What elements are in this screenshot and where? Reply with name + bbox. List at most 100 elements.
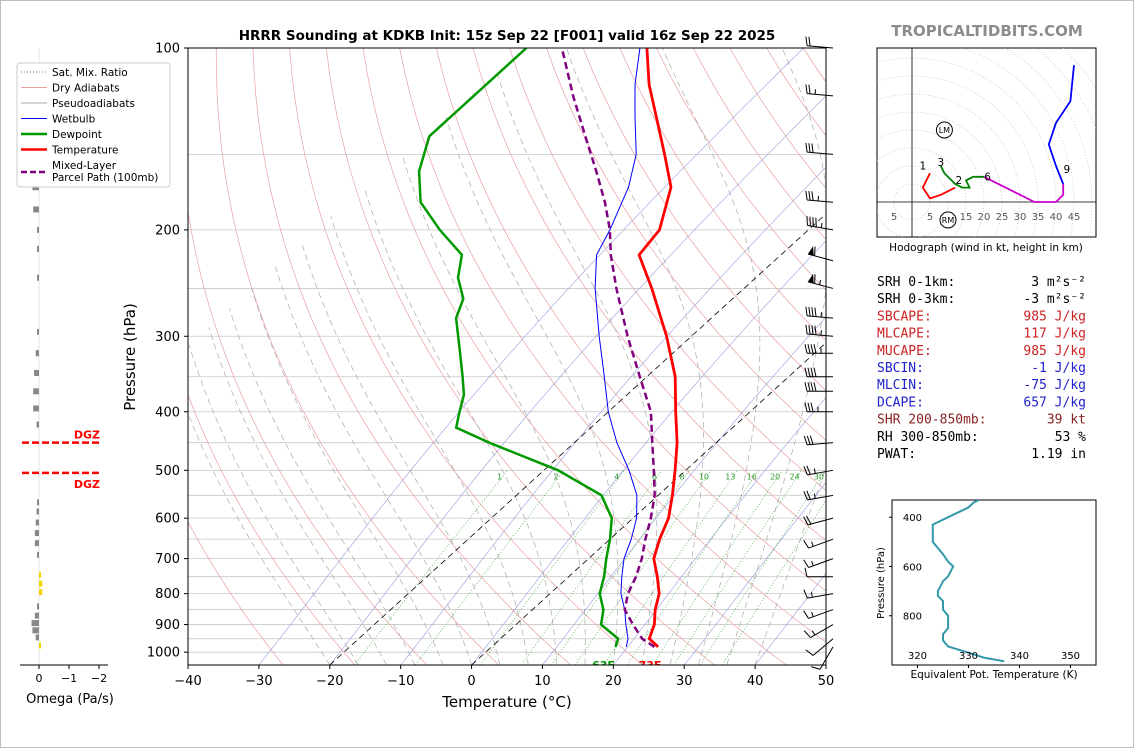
thetaw-line: [471, 240, 826, 665]
omega-tick-label: −1: [61, 672, 77, 685]
theta-e-content: [931, 500, 1005, 663]
barb-flag: [810, 367, 814, 377]
barb-flag: [803, 466, 808, 476]
theta-e-x-tick-label: 340: [1010, 651, 1029, 662]
hodograph-segment: [983, 175, 1065, 203]
theta-e-x-tick-label: 350: [1061, 651, 1080, 662]
skewt-background-lines: 1 2 4 6 8 10 13 16 20 24 30 36: [188, 48, 826, 665]
mixing-ratio-line: [551, 470, 690, 665]
x-tick-label: 20: [605, 674, 622, 689]
barb-flag: [804, 344, 808, 354]
omega-bar: [39, 588, 43, 595]
barb-flag: [811, 307, 814, 317]
brand-watermark: TROPICALTIDBITS.COM: [891, 22, 1083, 40]
index-value: -75 J/kg: [1023, 378, 1086, 393]
omega-bar: [33, 206, 39, 213]
barb-flag: [805, 306, 808, 316]
hodograph-height-label: 2: [955, 175, 962, 187]
mixing-ratio-line: [721, 499, 826, 665]
wind-barb: [805, 190, 834, 203]
pseudoadiabat-line: [301, 242, 501, 665]
hodograph-ring-label: 20: [978, 212, 991, 223]
y-tick-label: 500: [155, 464, 180, 479]
wind-barb: [803, 624, 834, 638]
skewt-xlabel: Temperature (°C): [441, 693, 571, 711]
wind-barb: [804, 402, 833, 413]
wind-barb: [803, 465, 834, 476]
omega-bar: [37, 328, 39, 335]
barb-flag: [806, 465, 811, 475]
hodograph-content: 551015202530354045LMRM12369: [877, 48, 1096, 237]
index-value: 985 J/kg: [1023, 309, 1086, 324]
barb-flag: [805, 142, 808, 153]
barb-flag: [814, 325, 817, 335]
omega-bar: [35, 519, 39, 526]
pseudoadiabat-line: [229, 308, 416, 665]
barb-staff: [807, 151, 834, 155]
omega-bar: [37, 226, 39, 233]
omega-bar: [34, 530, 39, 537]
index-label: RH 300-850mb:: [877, 430, 979, 445]
storm-motion-label: LM: [939, 126, 950, 135]
barb-flag: [808, 36, 811, 47]
storm-motion-marker: [939, 211, 957, 229]
pseudoadiabat-line: [726, 48, 826, 665]
barb-flag: [813, 382, 817, 392]
barb-flag: [810, 402, 814, 412]
index-value: 1.19 in: [1031, 447, 1086, 462]
wind-barb: [803, 609, 834, 619]
dry-adiabat-line: [546, 48, 826, 441]
legend-label-line: Pseudoadiabats: [52, 98, 135, 110]
barb-flag: [803, 540, 809, 549]
barb-flag: [807, 367, 811, 377]
barb-flag: [808, 325, 811, 335]
hodograph-height-label: 6: [984, 171, 991, 183]
dry-adiabat-line: [435, 48, 826, 592]
omega-bar: [34, 612, 39, 619]
barb-flag: [807, 344, 811, 354]
index-value: -3 m²s⁻²: [1023, 292, 1086, 307]
skewt-ylabel: Pressure (hPa): [121, 303, 139, 411]
barb-staff: [807, 199, 834, 203]
barb-flag: [806, 435, 811, 445]
pseudoadiabat-line: [208, 327, 387, 665]
mixing-ratio-line: [414, 470, 565, 665]
y-tick-label: 800: [155, 587, 180, 602]
y-tick-label: 300: [155, 330, 180, 345]
hodograph-ring-label: 40: [1050, 212, 1063, 223]
mixing-ratio-line: [626, 470, 760, 665]
mixing-ratio-label: 24: [790, 473, 800, 482]
barb-flag: [814, 307, 817, 317]
barb-flag: [804, 402, 808, 412]
hodograph-ring-label: 5: [927, 212, 933, 223]
barb-staff: [807, 469, 834, 476]
index-label: MLCAPE:: [877, 327, 932, 342]
x-tick-label: 30: [676, 674, 693, 689]
legend-box: [16, 62, 171, 188]
index-label: SRH 0-1km:: [877, 275, 955, 290]
mixing-ratio-label: 1: [497, 473, 502, 482]
dry-adiabat-line: [362, 48, 787, 665]
index-value: 3 m²s⁻²: [1031, 275, 1086, 290]
barb-staff: [808, 609, 834, 619]
legend-label: Pseudoadiabats: [52, 98, 135, 110]
dry-adiabat-line: [188, 393, 356, 665]
barb-flag: [811, 325, 814, 335]
legend-label-line: Parcel Path (100mb): [52, 172, 158, 184]
mixing-ratio-line: [354, 470, 509, 665]
thetaw-line: [613, 396, 826, 665]
hodograph-ring-label: 30: [1014, 212, 1027, 223]
barb-flag: [803, 610, 809, 619]
barb-flag: [805, 36, 808, 46]
barb-half-flag: [820, 222, 823, 228]
dry-adiabat-line: [289, 48, 643, 665]
barb-flag: [810, 382, 814, 392]
dry-adiabat-line: [399, 48, 826, 643]
omega-tick-label: 0: [36, 672, 43, 685]
pseudoadiabat-line: [363, 187, 557, 665]
mixing-ratio-label: 4: [614, 473, 619, 482]
wind-barb: [803, 515, 834, 526]
wind-barb: [807, 246, 834, 262]
hodograph-xlabel: Hodograph (wind in kt, height in km): [889, 242, 1083, 254]
